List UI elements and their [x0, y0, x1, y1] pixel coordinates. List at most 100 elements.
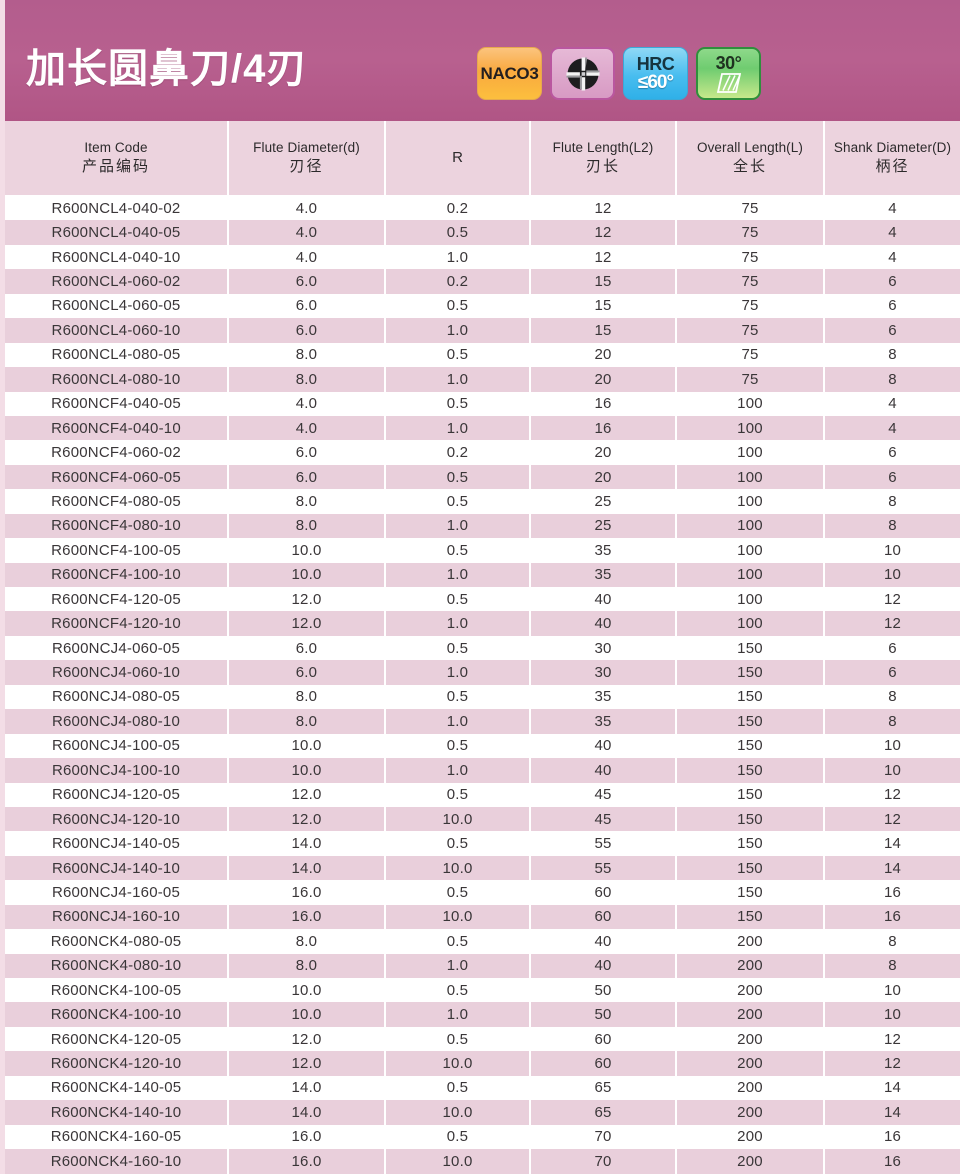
cell-flute-length: 30: [530, 635, 677, 661]
cell-flute-diameter: 10.0: [228, 733, 386, 759]
table-row: R600NCL4-060-05 6.0 0.5 15 75 6: [5, 293, 960, 319]
cell-flute-diameter: 12.0: [228, 611, 386, 636]
cell-shank-diameter: 14: [824, 831, 960, 856]
cell-flute-length: 20: [530, 440, 677, 465]
table-row: R600NCK4-140-10 14.0 10.0 65 200 14: [5, 1100, 960, 1125]
cell-overall-length: 100: [676, 587, 825, 612]
column-header-shank-diameter-en: Shank Diameter(D): [833, 140, 952, 155]
cell-overall-length: 75: [676, 293, 825, 319]
cell-shank-diameter: 12: [824, 611, 960, 636]
cell-corner-radius: 0.5: [385, 342, 531, 368]
table-row: R600NCK4-120-05 12.0 0.5 60 200 12: [5, 1026, 960, 1052]
cell-corner-radius: 0.5: [385, 538, 531, 563]
cell-overall-length: 100: [676, 611, 825, 636]
cell-flute-diameter: 12.0: [228, 806, 386, 832]
cell-item-code: R600NCJ4-140-10: [5, 855, 229, 881]
cell-overall-length: 200: [676, 1026, 825, 1052]
cell-flute-length: 60: [530, 1051, 677, 1076]
cell-flute-length: 25: [530, 489, 677, 514]
cell-flute-diameter: 16.0: [228, 904, 386, 930]
helix-angle-badge-label: 30°: [715, 52, 742, 73]
cell-corner-radius: 1.0: [385, 415, 531, 441]
cell-overall-length: 200: [676, 978, 825, 1003]
cell-item-code: R600NCK4-120-10: [5, 1051, 229, 1076]
cell-overall-length: 75: [676, 244, 825, 270]
cell-flute-diameter: 12.0: [228, 1051, 386, 1076]
cell-corner-radius: 0.5: [385, 684, 531, 710]
cell-item-code: R600NCJ4-060-05: [5, 635, 229, 661]
cell-shank-diameter: 10: [824, 538, 960, 563]
cell-shank-diameter: 4: [824, 415, 960, 441]
table-row: R600NCJ4-140-10 14.0 10.0 55 150 14: [5, 855, 960, 881]
table-body: R600NCL4-040-02 4.0 0.2 12 75 4 R600NCL4-040-0…: [5, 196, 960, 1174]
table-row: R600NCJ4-120-05 12.0 0.5 45 150 12: [5, 782, 960, 807]
cell-item-code: R600NCF4-120-05: [5, 587, 229, 612]
table-header-row: Item Code 产品编码 Flute Diameter(d) 刃径 R Fl…: [5, 121, 960, 197]
cell-corner-radius: 0.5: [385, 1075, 531, 1101]
cell-flute-diameter: 12.0: [228, 587, 386, 612]
cell-flute-length: 60: [530, 880, 677, 905]
cell-overall-length: 150: [676, 635, 825, 661]
cell-flute-diameter: 4.0: [228, 220, 386, 245]
cell-overall-length: 150: [676, 806, 825, 832]
cell-flute-length: 20: [530, 367, 677, 392]
cell-flute-length: 35: [530, 709, 677, 734]
cell-corner-radius: 10.0: [385, 904, 531, 930]
cell-flute-length: 50: [530, 978, 677, 1003]
cell-overall-length: 150: [676, 831, 825, 856]
cell-overall-length: 75: [676, 220, 825, 245]
cell-item-code: R600NCJ4-120-10: [5, 806, 229, 832]
cell-item-code: R600NCL4-040-10: [5, 244, 229, 270]
cell-flute-length: 35: [530, 562, 677, 587]
badge-group: NACO3: [477, 47, 761, 100]
cell-item-code: R600NCF4-100-05: [5, 538, 229, 563]
cell-corner-radius: 0.5: [385, 978, 531, 1003]
cell-shank-diameter: 8: [824, 342, 960, 368]
cell-flute-diameter: 8.0: [228, 953, 386, 978]
cell-flute-diameter: 8.0: [228, 342, 386, 368]
cell-flute-diameter: 8.0: [228, 367, 386, 392]
cell-shank-diameter: 8: [824, 953, 960, 978]
cell-shank-diameter: 8: [824, 929, 960, 954]
table-row: R600NCJ4-100-05 10.0 0.5 40 150 10: [5, 733, 960, 759]
table-row: R600NCJ4-080-05 8.0 0.5 35 150 8: [5, 684, 960, 710]
cell-overall-length: 100: [676, 464, 825, 490]
cell-overall-length: 100: [676, 489, 825, 514]
cell-flute-length: 60: [530, 1026, 677, 1052]
table-row: R600NCL4-080-10 8.0 1.0 20 75 8: [5, 367, 960, 392]
cell-shank-diameter: 10: [824, 733, 960, 759]
cell-corner-radius: 0.5: [385, 880, 531, 905]
column-header-corner-radius: R: [385, 121, 531, 197]
table-row: R600NCL4-080-05 8.0 0.5 20 75 8: [5, 342, 960, 368]
column-header-item-code-en: Item Code: [84, 140, 148, 155]
left-margin-strip: [0, 0, 5, 121]
cell-item-code: R600NCK4-160-10: [5, 1149, 229, 1174]
cell-item-code: R600NCK4-120-05: [5, 1026, 229, 1052]
cell-corner-radius: 10.0: [385, 806, 531, 832]
spec-table: Item Code 产品编码 Flute Diameter(d) 刃径 R Fl…: [5, 121, 960, 1174]
cell-item-code: R600NCK4-080-05: [5, 929, 229, 954]
page-title: 加长圆鼻刀/4刃: [26, 47, 308, 91]
cell-overall-length: 150: [676, 855, 825, 881]
cell-overall-length: 200: [676, 1051, 825, 1076]
cell-flute-length: 40: [530, 611, 677, 636]
table-left-margin-strip: [0, 121, 5, 1174]
table-row: R600NCF4-100-10 10.0 1.0 35 100 10: [5, 562, 960, 587]
cell-flute-diameter: 10.0: [228, 1002, 386, 1027]
cell-item-code: R600NCK4-160-05: [5, 1124, 229, 1150]
cell-shank-diameter: 4: [824, 196, 960, 221]
table-header: Item Code 产品编码 Flute Diameter(d) 刃径 R Fl…: [5, 121, 960, 197]
title-band: 加长圆鼻刀/4刃 NACO3: [0, 0, 960, 121]
cell-flute-length: 40: [530, 733, 677, 759]
column-header-item-code: Item Code 产品编码: [5, 121, 229, 197]
cell-item-code: R600NCL4-060-05: [5, 293, 229, 319]
cell-corner-radius: 0.5: [385, 587, 531, 612]
table-row: R600NCF4-040-05 4.0 0.5 16 100 4: [5, 391, 960, 416]
cell-overall-length: 200: [676, 1075, 825, 1101]
cell-overall-length: 75: [676, 342, 825, 368]
cell-shank-diameter: 16: [824, 1149, 960, 1174]
cell-overall-length: 150: [676, 782, 825, 807]
cell-flute-length: 16: [530, 391, 677, 416]
cell-flute-length: 55: [530, 831, 677, 856]
